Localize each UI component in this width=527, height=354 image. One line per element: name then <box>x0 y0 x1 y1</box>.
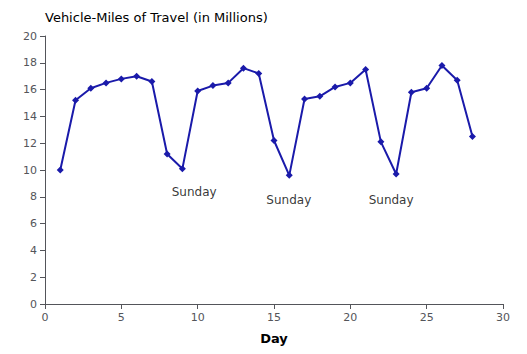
svg-text:15: 15 <box>267 311 281 324</box>
svg-text:10: 10 <box>191 311 205 324</box>
svg-text:4: 4 <box>30 244 37 257</box>
svg-text:20: 20 <box>23 30 37 43</box>
svg-text:14: 14 <box>23 110 37 123</box>
svg-text:18: 18 <box>23 56 37 69</box>
svg-text:5: 5 <box>118 311 125 324</box>
svg-text:6: 6 <box>30 217 37 230</box>
svg-text:0: 0 <box>30 298 37 311</box>
svg-text:12: 12 <box>23 137 37 150</box>
svg-text:8: 8 <box>30 190 37 203</box>
svg-text:Sunday: Sunday <box>266 193 311 207</box>
svg-text:Day: Day <box>260 331 288 346</box>
svg-text:2: 2 <box>30 271 37 284</box>
svg-text:30: 30 <box>496 311 510 324</box>
svg-text:20: 20 <box>343 311 357 324</box>
svg-text:Vehicle-Miles of Travel (in Mi: Vehicle-Miles of Travel (in Millions) <box>45 10 268 25</box>
svg-text:16: 16 <box>23 83 37 96</box>
svg-text:10: 10 <box>23 164 37 177</box>
svg-text:Sunday: Sunday <box>172 185 217 199</box>
svg-text:25: 25 <box>420 311 434 324</box>
svg-text:Sunday: Sunday <box>369 193 414 207</box>
svg-text:0: 0 <box>42 311 49 324</box>
